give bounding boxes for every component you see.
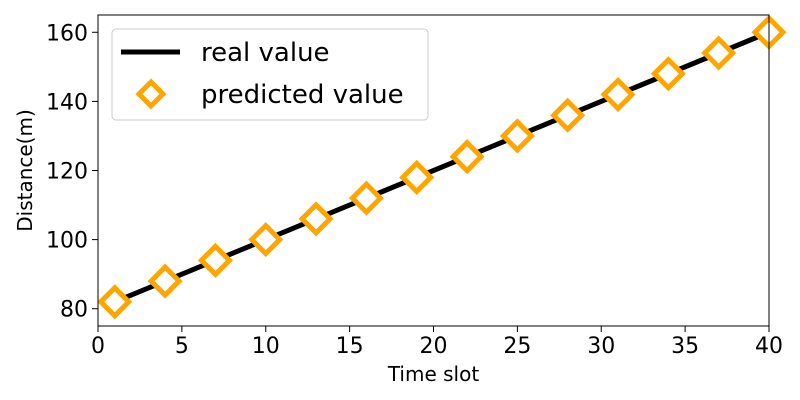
- predicted-point: [298, 201, 334, 237]
- legend-diamond-swatch: [135, 78, 167, 110]
- y-tick-label: 120: [46, 160, 88, 185]
- predicted-point: [499, 118, 535, 154]
- predicted-point: [97, 284, 133, 320]
- x-tick-label: 0: [91, 334, 105, 359]
- predicted-point: [348, 180, 384, 216]
- predicted-point: [248, 222, 284, 258]
- predicted-point: [399, 159, 435, 195]
- predicted-point: [600, 76, 636, 113]
- predicted-point: [701, 35, 737, 71]
- x-tick-label: 35: [671, 334, 699, 359]
- x-tick-label: 40: [755, 334, 783, 359]
- y-tick-label: 100: [46, 229, 88, 254]
- predicted-point: [147, 263, 183, 299]
- predicted-point: [650, 56, 686, 92]
- legend-label: real value: [201, 38, 330, 68]
- predicted-point: [550, 97, 586, 133]
- y-tick-label: 160: [46, 21, 88, 46]
- axes: 0 5 10 15 20 25 30 35 40 80 100 120 140 160: [46, 14, 783, 359]
- legend: real value predicted value: [111, 28, 429, 121]
- x-axis-label: Time slot: [387, 362, 480, 386]
- y-tick-label: 80: [60, 298, 88, 323]
- legend-label: predicted value: [201, 80, 404, 110]
- x-tick-label: 15: [336, 334, 364, 359]
- x-tick-label: 25: [503, 334, 531, 359]
- x-tick-label: 20: [420, 334, 448, 359]
- x-tick-label: 10: [252, 334, 280, 359]
- predicted-point: [197, 242, 233, 278]
- predicted-point: [449, 139, 485, 175]
- y-tick-label: 140: [46, 90, 88, 115]
- x-tick-label: 30: [587, 334, 615, 359]
- y-axis-label: Distance(m): [13, 109, 37, 232]
- legend-box: [111, 28, 429, 121]
- x-tick-label: 5: [175, 334, 189, 359]
